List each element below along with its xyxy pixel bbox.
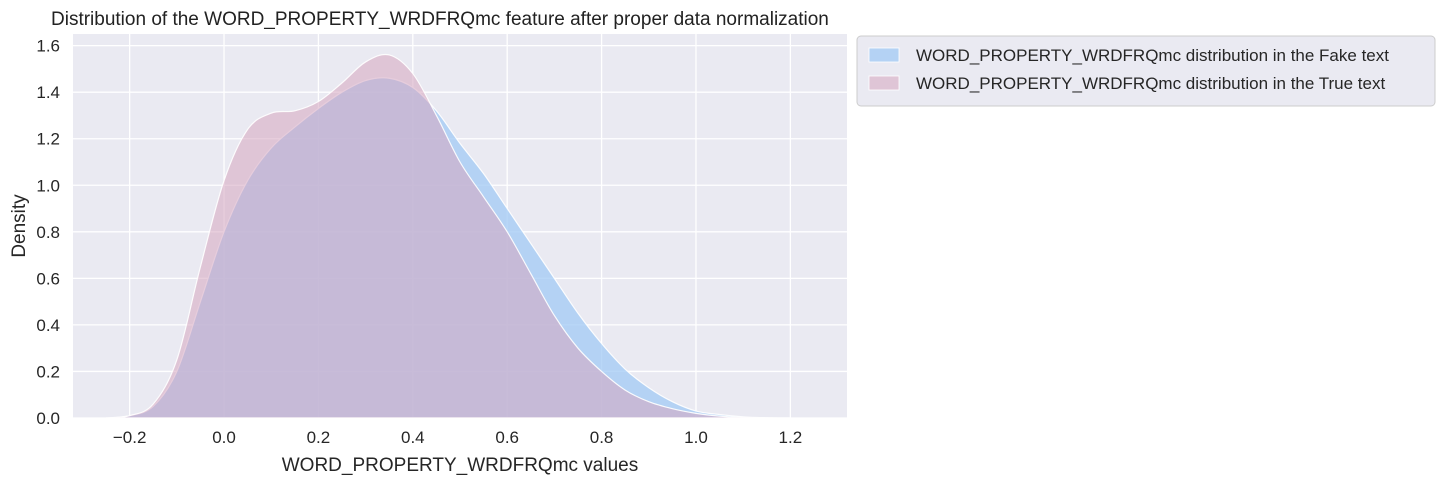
x-tick-label: 0.0	[212, 428, 236, 447]
x-tick-label: 0.6	[495, 428, 519, 447]
y-tick-label: 0.0	[36, 409, 60, 428]
y-tick-label: 1.4	[36, 83, 60, 102]
density-area-series-2	[105, 53, 791, 419]
y-tick-label: 0.2	[36, 362, 60, 381]
y-tick-label: 0.6	[36, 269, 60, 288]
legend-label: WORD_PROPERTY_WRDFRQmc distribution in t…	[916, 46, 1389, 65]
y-tick-label: 0.4	[36, 316, 60, 335]
x-tick-label: 0.2	[307, 428, 331, 447]
chart-title: Distribution of the WORD_PROPERTY_WRDFRQ…	[51, 9, 829, 30]
y-tick-label: 0.8	[36, 223, 60, 242]
x-tick-label: −0.2	[113, 428, 147, 447]
tick-labels: −0.2 0.0 0.2 0.4 0.6 0.8 1.0 1.2 0.0 0.2 0.4 0.6 0.8…	[36, 37, 802, 447]
x-tick-label: 0.4	[401, 428, 425, 447]
density-areas	[105, 53, 791, 419]
x-tick-label: 1.2	[779, 428, 803, 447]
legend-box	[856, 35, 1436, 107]
y-tick-label: 1.6	[36, 37, 60, 56]
legend-label: WORD_PROPERTY_WRDFRQmc distribution in t…	[916, 74, 1385, 93]
y-tick-label: 1.0	[36, 176, 60, 195]
x-axis-label: WORD_PROPERTY_WRDFRQmc values	[282, 455, 638, 476]
legend-swatch	[868, 75, 900, 91]
y-axis-label: Density	[9, 194, 30, 258]
legend: WORD_PROPERTY_WRDFRQmc distribution in t…	[856, 35, 1436, 107]
y-tick-label: 1.2	[36, 130, 60, 149]
legend-swatch	[868, 47, 900, 63]
x-tick-label: 1.0	[684, 428, 708, 447]
x-tick-label: 0.8	[590, 428, 614, 447]
